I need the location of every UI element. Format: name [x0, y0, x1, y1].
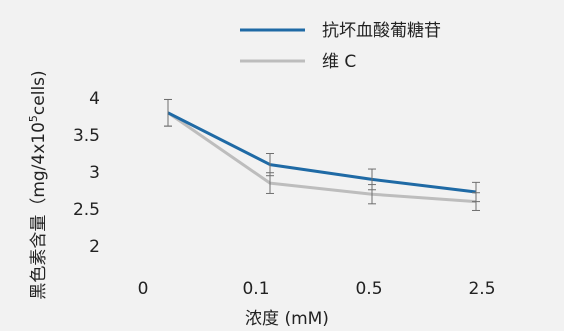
y-tick-label: 4	[89, 89, 100, 109]
y-axis-label-tail: cells)	[29, 70, 49, 115]
error-bar	[368, 184, 376, 205]
error-bar	[266, 172, 274, 194]
error-bar	[472, 192, 480, 211]
y-axis-label: 黑色素含量（mg/4x105cells)	[27, 70, 49, 299]
series-layer	[167, 111, 477, 204]
y-tick-label: 2	[89, 237, 100, 257]
x-axis-label: 浓度 (mM)	[245, 309, 329, 329]
y-axis-label-main: 黑色素含量（mg/4x10	[29, 122, 49, 300]
series-line-1	[167, 111, 477, 194]
errorbar-layer	[164, 98, 480, 211]
error-bar	[164, 98, 172, 127]
x-tick-label: 0	[138, 279, 149, 299]
x-tick-label: 2.5	[468, 279, 495, 299]
y-tick-label: 3.5	[73, 126, 100, 146]
legend-label-series-1: 抗坏血酸葡糖苷	[322, 21, 441, 41]
series-line-2	[167, 111, 477, 204]
x-axis-ticks: 0 0.1 0.5 2.5	[138, 279, 496, 299]
y-tick-label: 3	[89, 163, 100, 183]
x-tick-label: 0.1	[242, 279, 269, 299]
y-axis-ticks: 2 2.5 3 3.5 4	[73, 89, 100, 257]
y-axis-label-superscript: 5	[27, 115, 40, 122]
y-tick-label: 2.5	[73, 200, 100, 220]
legend-label-series-2: 维 C	[322, 52, 356, 72]
legend: 抗坏血酸葡糖苷 维 C	[240, 21, 441, 72]
x-tick-label: 0.5	[355, 279, 382, 299]
